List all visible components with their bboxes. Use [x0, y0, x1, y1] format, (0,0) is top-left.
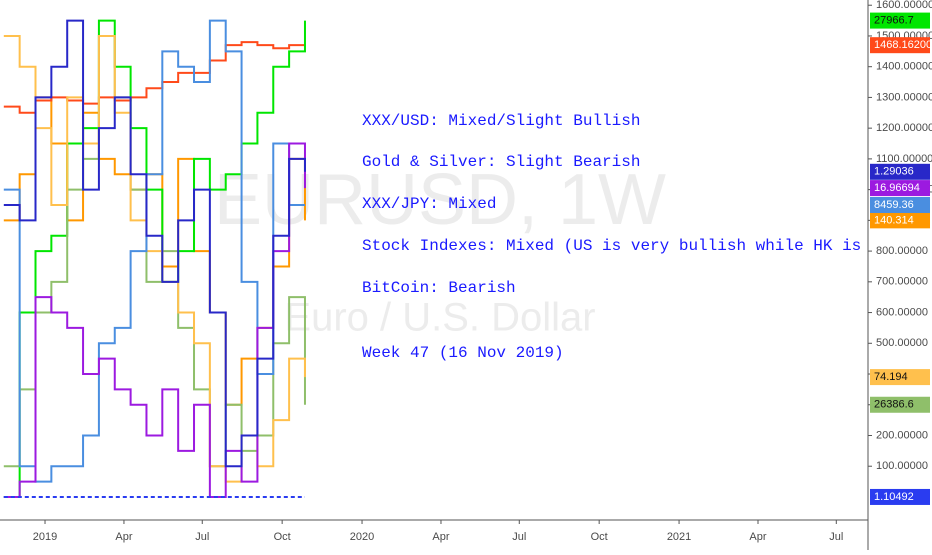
price-tag-label: 74.194: [874, 371, 908, 383]
price-tag: [870, 37, 930, 54]
x-tick-label: Oct: [591, 531, 608, 543]
price-tag: [870, 488, 930, 505]
price-tag: [870, 12, 930, 29]
price-tag-label: 16.96694: [874, 182, 920, 194]
y-tick-label: 1300.00000: [876, 91, 932, 103]
y-tick-label: 800.00000: [876, 245, 928, 257]
price-tag-label: 1468.16200: [874, 39, 932, 51]
y-tick-label: 1200.00000: [876, 122, 932, 134]
price-tag-label: 8459.36: [874, 199, 914, 211]
x-tick-label: Apr: [115, 531, 132, 543]
watermark-description: Euro / U.S. Dollar: [284, 296, 595, 340]
price-tag-label: 140.314: [874, 214, 914, 226]
annotation: Week 47 (16 Nov 2019): [362, 344, 564, 362]
annotation: Gold & Silver: Slight Bearish: [362, 153, 640, 171]
price-tag-label: 26386.6: [874, 399, 914, 411]
y-tick-label: 100.00000: [876, 460, 928, 472]
price-tag: [870, 180, 930, 197]
x-tick-label: Jul: [829, 531, 843, 543]
y-tick-label: 600.00000: [876, 306, 928, 318]
y-tick-label: 200.00000: [876, 429, 928, 441]
y-tick-label: 1600.00000: [876, 0, 932, 11]
x-tick-label: Apr: [432, 531, 449, 543]
x-tick-label: Oct: [274, 531, 291, 543]
annotation: BitCoin: Bearish: [362, 279, 516, 297]
price-tag-label: 27966.7: [874, 14, 914, 26]
price-tag-label: 1.29036: [874, 166, 914, 178]
y-tick-label: 700.00000: [876, 276, 928, 288]
series-line: [3, 19, 305, 483]
price-tag: [870, 196, 930, 213]
annotation: XXX/USD: Mixed/Slight Bullish: [362, 112, 640, 130]
price-tag-label: 1.10492: [874, 491, 914, 503]
y-tick-label: 500.00000: [876, 337, 928, 349]
annotation: XXX/JPY: Mixed: [362, 195, 496, 213]
annotation: Stock Indexes: Mixed (US is very bullish…: [362, 237, 881, 255]
series-line: [3, 19, 306, 468]
price-tag: [870, 212, 930, 229]
x-tick-label: Apr: [749, 531, 766, 543]
series-line: [3, 19, 306, 498]
price-tag: [870, 369, 930, 386]
x-tick-label: 2021: [667, 531, 691, 543]
x-tick-label: Jul: [195, 531, 209, 543]
x-tick-label: Jul: [512, 531, 526, 543]
plot: [3, 19, 306, 498]
y-tick-label: 1400.00000: [876, 61, 932, 73]
price-tag: [870, 163, 930, 180]
y-tick-label: 1100.00000: [876, 153, 932, 165]
price-tag: [870, 396, 930, 413]
x-tick-label: 2020: [350, 531, 374, 543]
annotations: XXX/USD: Mixed/Slight Bullish Gold & Silv…: [362, 112, 881, 362]
x-tick-label: 2019: [33, 531, 57, 543]
